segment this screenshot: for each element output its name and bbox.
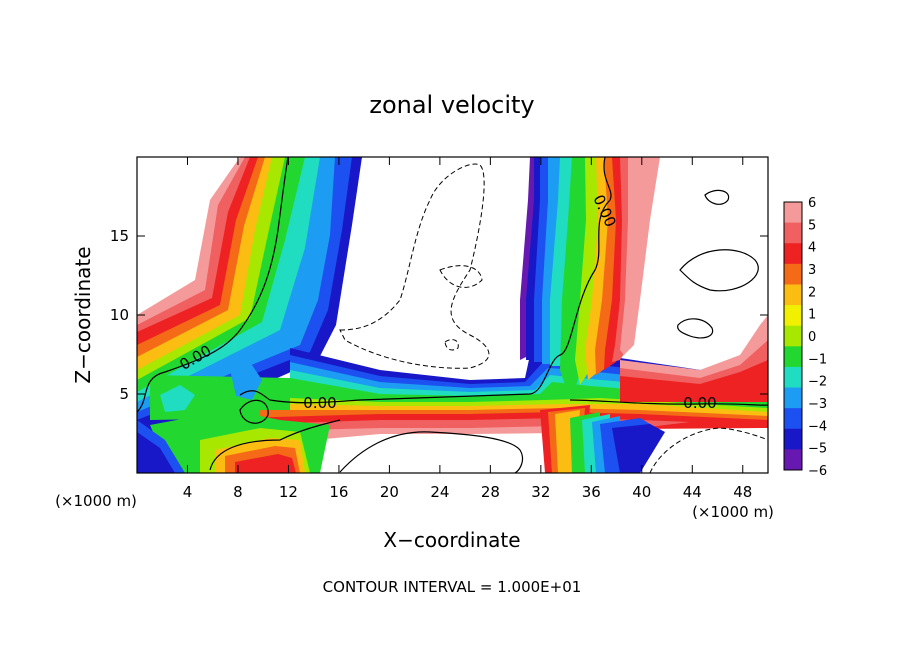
contour-zero-loop: [239, 399, 269, 424]
colorbar-label-0: 6: [808, 196, 816, 211]
colorbar-swatch-8: [784, 366, 802, 389]
contour-dashed-small: [444, 339, 459, 351]
left-upper-band: [137, 157, 362, 440]
colorbar-label-11: −5: [808, 442, 827, 457]
contour-dashed-inner: [439, 265, 483, 288]
x-tick-label-9: 40: [632, 483, 651, 501]
lower-left-lobe: [137, 410, 330, 473]
colorbar-label-7: −1: [808, 352, 827, 367]
colorbar-label-5: 1: [808, 308, 816, 323]
contour-zero-left: [137, 157, 289, 413]
colorbar-label-4: 2: [808, 285, 816, 300]
colorbar-label-6: 0: [808, 330, 816, 345]
x-axis: 4 8 12 16 20 24 28 32 36 40 44 48: [183, 157, 752, 501]
colorbar-swatch-2: [784, 243, 802, 265]
x-tick-label-3: 16: [329, 483, 348, 501]
colorbar-label-12: −6: [808, 464, 827, 479]
x-tick-label-1: 8: [233, 483, 243, 501]
x-tick-label-0: 4: [183, 483, 193, 501]
x-tick-label-2: 12: [279, 483, 298, 501]
colorbar-swatch-3: [784, 263, 802, 285]
colorbar-swatch-4: [784, 284, 802, 306]
x-tick-label-8: 36: [582, 483, 601, 501]
colorbar-frame: [783, 201, 803, 471]
contour-lower-mid: [339, 431, 524, 473]
contour-right-small: [704, 189, 730, 205]
colorbar: 6 5 4 3 2 1 0 −1 −2 −3 −4 −5 −6: [783, 196, 827, 479]
contour-lines-dashed: [339, 163, 768, 473]
x-tick-label-5: 24: [430, 483, 449, 501]
lobe-red: [235, 454, 296, 473]
x-tick-label-7: 32: [531, 483, 550, 501]
contour-right-upper: [679, 249, 759, 292]
chart-title: zonal velocity: [369, 91, 534, 119]
contour-zero-jet: [239, 157, 612, 404]
x-unit-label-left: (×1000 m): [55, 492, 137, 510]
contour-label-right: 0.00: [683, 394, 716, 412]
colorbar-label-2: 4: [808, 241, 816, 256]
colorbar-swatch-9: [784, 387, 802, 409]
y-tick-label-1: 10: [110, 306, 129, 324]
contour-dashed-right: [649, 427, 768, 473]
y-axis: 5 10 15: [110, 227, 768, 403]
left-negative-patch-2: [160, 385, 195, 412]
velocity-field: 0.00 0.00 0.00 0.00: [137, 157, 768, 473]
contour-zero-lower-left: [209, 419, 341, 471]
x-unit-label-right: (×1000 m): [692, 503, 774, 521]
colorbar-swatch-6: [784, 325, 802, 347]
column-light-pink: [620, 157, 660, 355]
colorbar-swatch-12: [784, 449, 802, 471]
contour-zero-jet-right: [569, 399, 768, 406]
lower-column: [540, 405, 665, 473]
y-tick-label-2: 15: [110, 227, 129, 245]
central-column: [520, 157, 660, 400]
band-left-cyan: [137, 157, 362, 415]
colorbar-swatch-1: [784, 222, 802, 244]
right-upper-lobe: [620, 315, 768, 402]
right-lobe-red: [620, 360, 768, 402]
contour-lines: [137, 157, 768, 473]
colorbar-label-3: 3: [808, 263, 816, 278]
x-tick-label-11: 48: [733, 483, 752, 501]
contour-right-mid: [677, 318, 714, 339]
x-tick-label-10: 44: [683, 483, 702, 501]
colorbar-swatch-5: [784, 305, 802, 327]
contour-interval-footer: CONTOUR INTERVAL = 1.000E+01: [323, 578, 582, 596]
colorbar-label-9: −3: [808, 397, 827, 412]
colorbar-label-8: −2: [808, 375, 827, 390]
y-tick-label-0: 5: [119, 385, 129, 403]
contour-label-jet: 0.00: [303, 394, 336, 412]
y-axis-label: Z−coordinate: [71, 246, 95, 383]
colorbar-swatch-10: [784, 408, 802, 430]
lobe-negative-dark: [137, 432, 175, 473]
colorbar-swatch-11: [784, 428, 802, 450]
lower-column-dark: [612, 424, 665, 473]
x-tick-label-6: 28: [481, 483, 500, 501]
contour-dashed-center: [339, 163, 490, 369]
colorbar-label-1: 5: [808, 218, 816, 233]
x-axis-label: X−coordinate: [383, 528, 520, 552]
x-tick-label-4: 20: [380, 483, 399, 501]
colorbar-swatch-7: [784, 346, 802, 368]
colorbar-label-10: −4: [808, 419, 827, 434]
colorbar-swatch-0: [784, 202, 802, 224]
